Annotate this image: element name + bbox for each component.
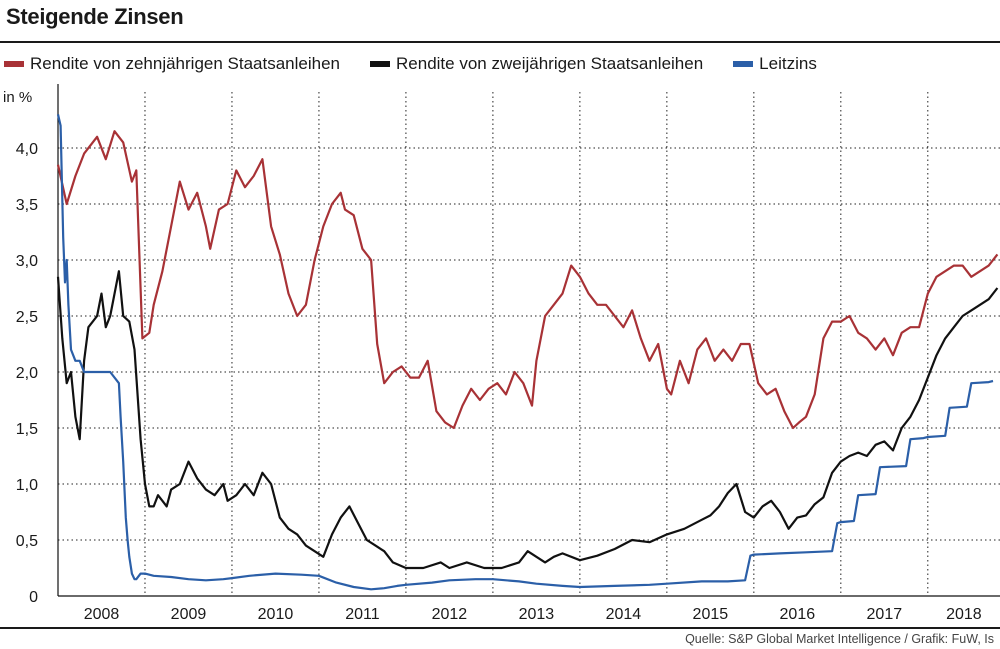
- x-tick-label: 2008: [84, 606, 120, 623]
- title-rule: [0, 41, 1000, 43]
- chart-title: Steigende Zinsen: [6, 4, 184, 29]
- legend-swatch-ten-year: [4, 61, 24, 67]
- legend-swatch-two-year: [370, 61, 391, 67]
- footer-rule: [0, 627, 1000, 629]
- x-tick-label: 2017: [867, 606, 903, 623]
- legend-swatch-policy: [733, 61, 754, 67]
- series-line-ten-year: [56, 130, 999, 430]
- y-tick-label: 1,5: [16, 421, 38, 438]
- legend-label-ten-year: Rendite von zehnjährigen Staatsanleihen: [30, 54, 341, 73]
- legend-label-policy: Leitzins: [759, 54, 817, 73]
- y-tick-label: 3,0: [16, 253, 38, 270]
- legend: Rendite von zehnjährigen Staatsanleihen …: [4, 52, 847, 76]
- legend-item-policy: Leitzins: [733, 54, 817, 74]
- x-tick-label: 2010: [258, 606, 294, 623]
- x-tick-label: 2015: [693, 606, 729, 623]
- x-tick-label: 2012: [432, 606, 468, 623]
- y-tick-label: 0: [29, 589, 38, 606]
- y-tick-label: 0,5: [16, 533, 38, 550]
- source-credit: Quelle: S&P Global Market Intelligence /…: [685, 632, 994, 646]
- series-line-policy: [56, 114, 994, 591]
- x-tick-label: 2014: [606, 606, 642, 623]
- series-line-two-year: [56, 270, 999, 570]
- x-tick-label: 2013: [519, 606, 555, 623]
- y-tick-label: 2,0: [16, 365, 38, 382]
- x-tick-label: 2009: [171, 606, 207, 623]
- y-tick-label: 4,0: [16, 141, 38, 158]
- legend-label-two-year: Rendite von zweijährigen Staatsanleihen: [396, 54, 704, 73]
- x-tick-label: 2016: [780, 606, 816, 623]
- y-tick-label: 1,0: [16, 477, 38, 494]
- x-tick-label: 2011: [345, 606, 380, 623]
- y-axis-unit-label: in %: [3, 89, 33, 106]
- y-tick-label: 2,5: [16, 309, 38, 326]
- x-tick-label: 2018: [946, 606, 982, 623]
- legend-item-ten-year: Rendite von zehnjährigen Staatsanleihen: [4, 54, 340, 74]
- y-tick-label: 3,5: [16, 197, 38, 214]
- legend-item-two-year: Rendite von zweijährigen Staatsanleihen: [370, 54, 703, 74]
